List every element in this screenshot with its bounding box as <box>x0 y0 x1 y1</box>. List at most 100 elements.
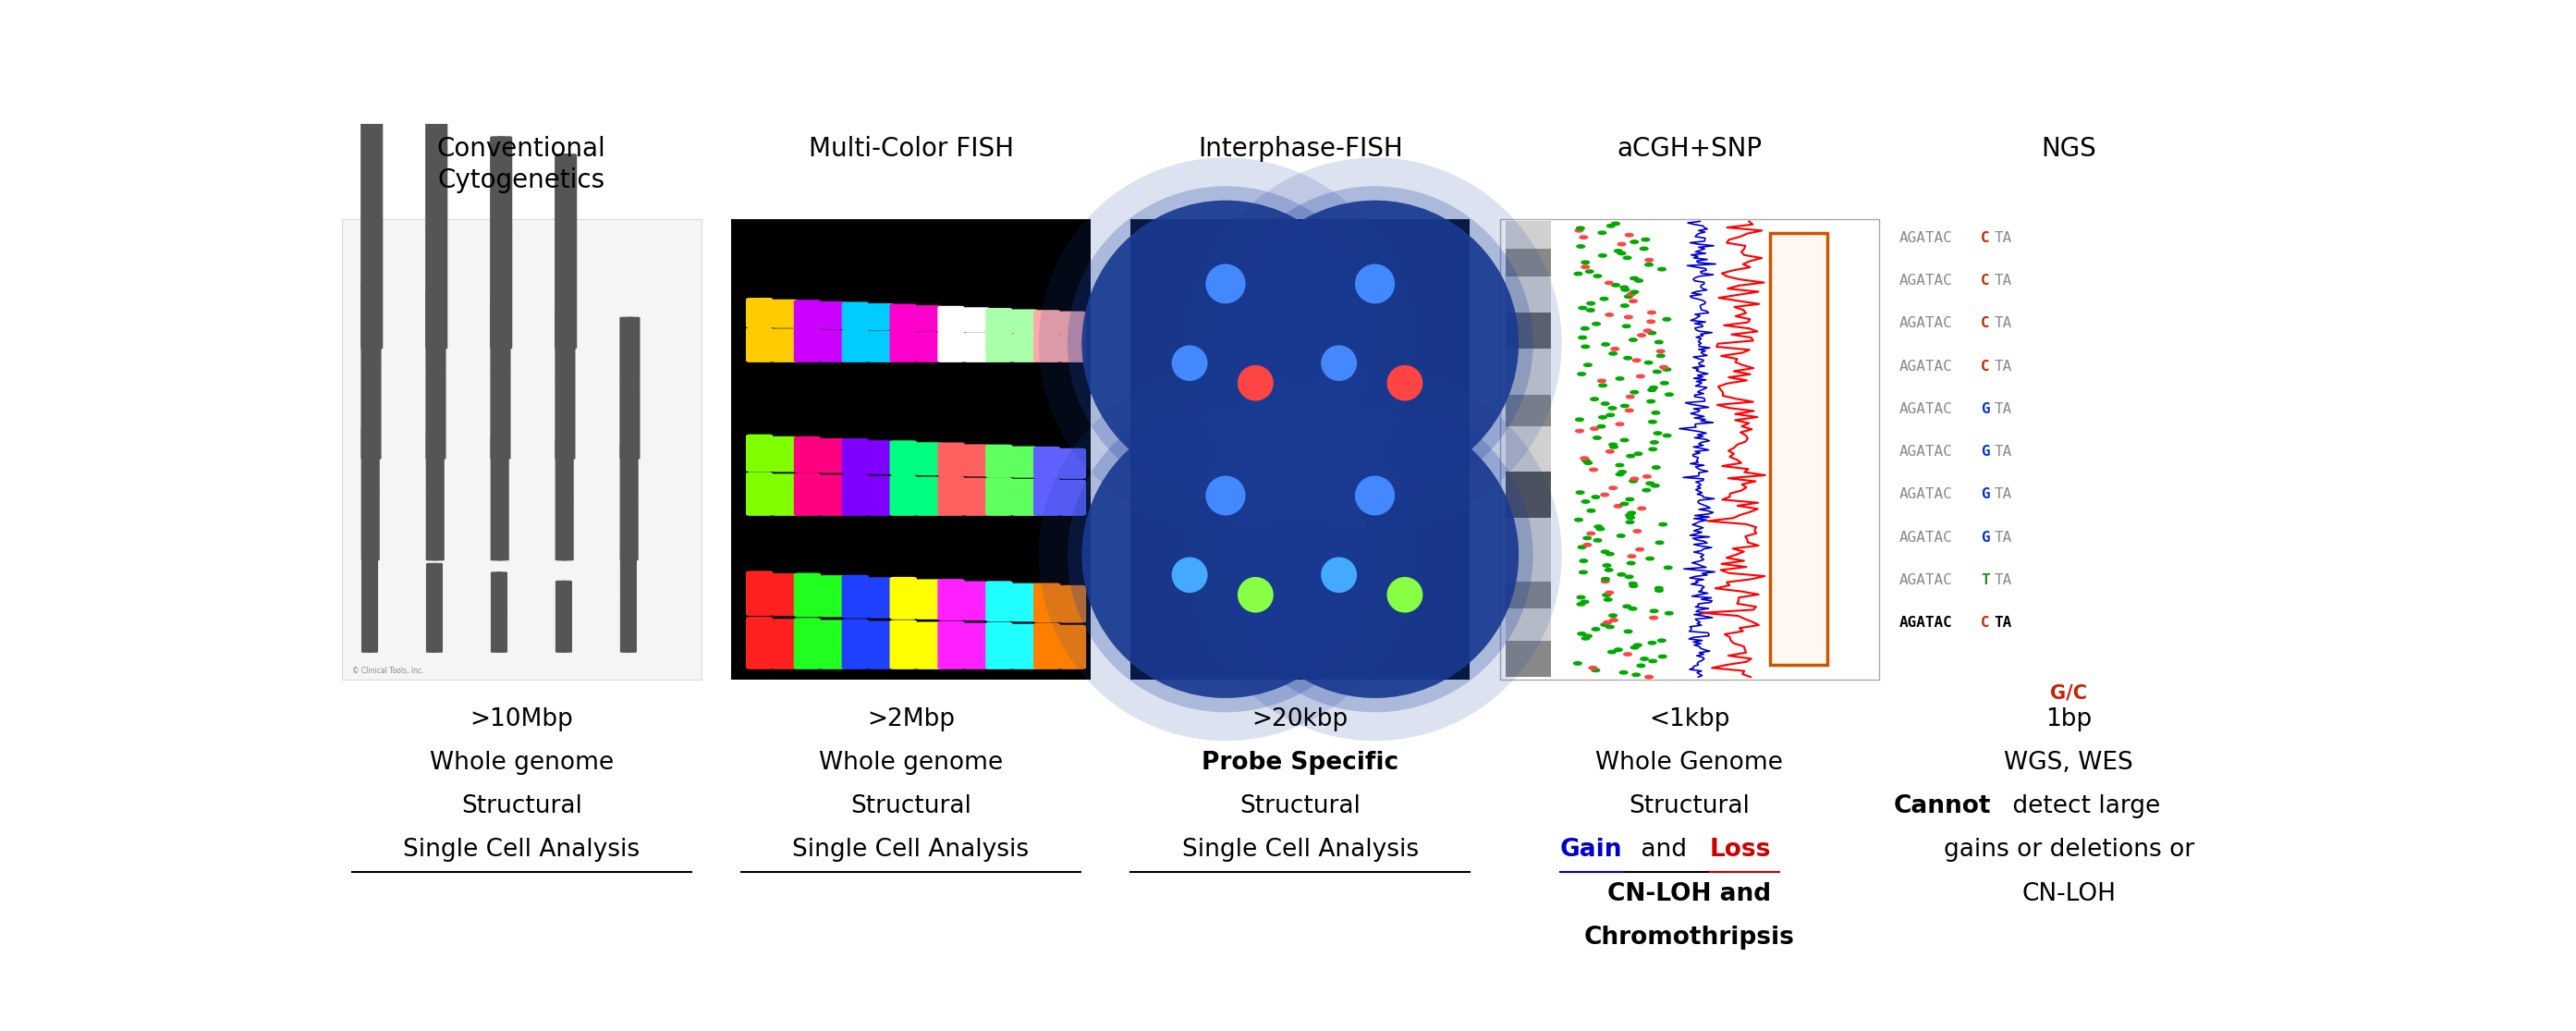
Circle shape <box>1584 363 1592 366</box>
Text: Conventional
Cytogenetics: Conventional Cytogenetics <box>438 136 605 194</box>
FancyBboxPatch shape <box>732 219 1090 679</box>
Text: G: G <box>1981 488 1989 502</box>
FancyBboxPatch shape <box>425 563 438 606</box>
Ellipse shape <box>1236 365 1273 401</box>
FancyBboxPatch shape <box>425 431 438 494</box>
Text: Gain: Gain <box>1561 838 1623 862</box>
FancyBboxPatch shape <box>1059 311 1087 335</box>
Ellipse shape <box>1321 345 1358 381</box>
Text: C: C <box>1981 360 1989 373</box>
Circle shape <box>1577 632 1587 635</box>
FancyBboxPatch shape <box>747 298 773 328</box>
Circle shape <box>1582 327 1589 330</box>
Circle shape <box>1646 400 1654 403</box>
FancyBboxPatch shape <box>497 494 510 561</box>
FancyBboxPatch shape <box>819 474 848 516</box>
Circle shape <box>1582 600 1589 603</box>
Circle shape <box>1620 304 1628 307</box>
FancyBboxPatch shape <box>963 333 989 362</box>
FancyBboxPatch shape <box>1033 478 1061 516</box>
Text: Chromothripsis: Chromothripsis <box>1584 926 1795 950</box>
Text: Single Cell Analysis: Single Cell Analysis <box>404 838 639 862</box>
Circle shape <box>1579 336 1587 339</box>
Circle shape <box>1654 589 1664 592</box>
FancyBboxPatch shape <box>626 499 639 561</box>
Circle shape <box>1582 637 1589 640</box>
Circle shape <box>1659 639 1667 642</box>
Circle shape <box>1649 421 1656 424</box>
Circle shape <box>1577 372 1587 375</box>
Text: AGATAC: AGATAC <box>1899 360 1953 373</box>
Circle shape <box>1577 244 1584 248</box>
FancyBboxPatch shape <box>1507 222 1551 677</box>
Circle shape <box>1615 464 1623 467</box>
FancyBboxPatch shape <box>1033 310 1061 335</box>
FancyBboxPatch shape <box>343 219 701 679</box>
FancyBboxPatch shape <box>1507 581 1551 608</box>
Circle shape <box>1610 445 1618 448</box>
Ellipse shape <box>1386 577 1422 612</box>
FancyBboxPatch shape <box>433 370 446 460</box>
Text: G: G <box>1981 445 1989 459</box>
Circle shape <box>1607 413 1615 417</box>
Circle shape <box>1587 302 1595 305</box>
Circle shape <box>1600 493 1610 496</box>
Text: TA: TA <box>1994 402 2012 415</box>
FancyBboxPatch shape <box>842 619 868 669</box>
Circle shape <box>1625 233 1633 237</box>
Text: C: C <box>1981 273 1989 288</box>
Text: C: C <box>1981 231 1989 244</box>
Text: TA: TA <box>1994 573 2012 588</box>
FancyBboxPatch shape <box>914 305 943 332</box>
Text: >10Mbp: >10Mbp <box>469 707 574 731</box>
FancyBboxPatch shape <box>489 609 502 653</box>
Circle shape <box>1618 470 1625 473</box>
FancyBboxPatch shape <box>889 331 917 362</box>
FancyBboxPatch shape <box>1010 309 1038 334</box>
Text: WGS, WES: WGS, WES <box>2004 751 2133 775</box>
Circle shape <box>1664 434 1672 437</box>
Circle shape <box>1656 541 1664 544</box>
FancyBboxPatch shape <box>562 497 574 561</box>
Circle shape <box>1589 468 1597 471</box>
FancyBboxPatch shape <box>793 300 822 329</box>
FancyBboxPatch shape <box>889 304 917 332</box>
Circle shape <box>1615 472 1623 476</box>
Circle shape <box>1646 259 1654 262</box>
FancyBboxPatch shape <box>433 119 448 229</box>
FancyBboxPatch shape <box>889 577 917 620</box>
Circle shape <box>1605 568 1613 571</box>
Circle shape <box>1664 368 1672 371</box>
Ellipse shape <box>1188 158 1561 529</box>
FancyBboxPatch shape <box>621 545 631 597</box>
FancyBboxPatch shape <box>621 317 634 386</box>
Text: CN-LOH and: CN-LOH and <box>1607 882 1772 906</box>
FancyBboxPatch shape <box>842 575 868 619</box>
Circle shape <box>1610 619 1618 622</box>
Circle shape <box>1602 621 1613 624</box>
FancyBboxPatch shape <box>626 444 639 500</box>
Text: and: and <box>1633 838 1695 862</box>
Circle shape <box>1577 596 1584 599</box>
Circle shape <box>1623 257 1631 260</box>
Ellipse shape <box>1231 200 1520 487</box>
Circle shape <box>1577 429 1584 433</box>
FancyBboxPatch shape <box>747 571 773 616</box>
Text: Structural: Structural <box>1628 795 1749 819</box>
Circle shape <box>1605 591 1613 594</box>
FancyBboxPatch shape <box>1033 623 1061 669</box>
Circle shape <box>1654 587 1664 590</box>
FancyBboxPatch shape <box>554 245 569 350</box>
Ellipse shape <box>1231 412 1520 698</box>
Circle shape <box>1636 664 1646 667</box>
Ellipse shape <box>1206 475 1247 516</box>
FancyBboxPatch shape <box>963 477 989 516</box>
FancyBboxPatch shape <box>433 291 446 371</box>
FancyBboxPatch shape <box>963 581 989 621</box>
FancyBboxPatch shape <box>361 365 376 460</box>
FancyBboxPatch shape <box>747 434 773 472</box>
Circle shape <box>1584 634 1592 637</box>
FancyBboxPatch shape <box>1010 334 1038 362</box>
Circle shape <box>1589 666 1597 669</box>
FancyBboxPatch shape <box>425 605 438 653</box>
